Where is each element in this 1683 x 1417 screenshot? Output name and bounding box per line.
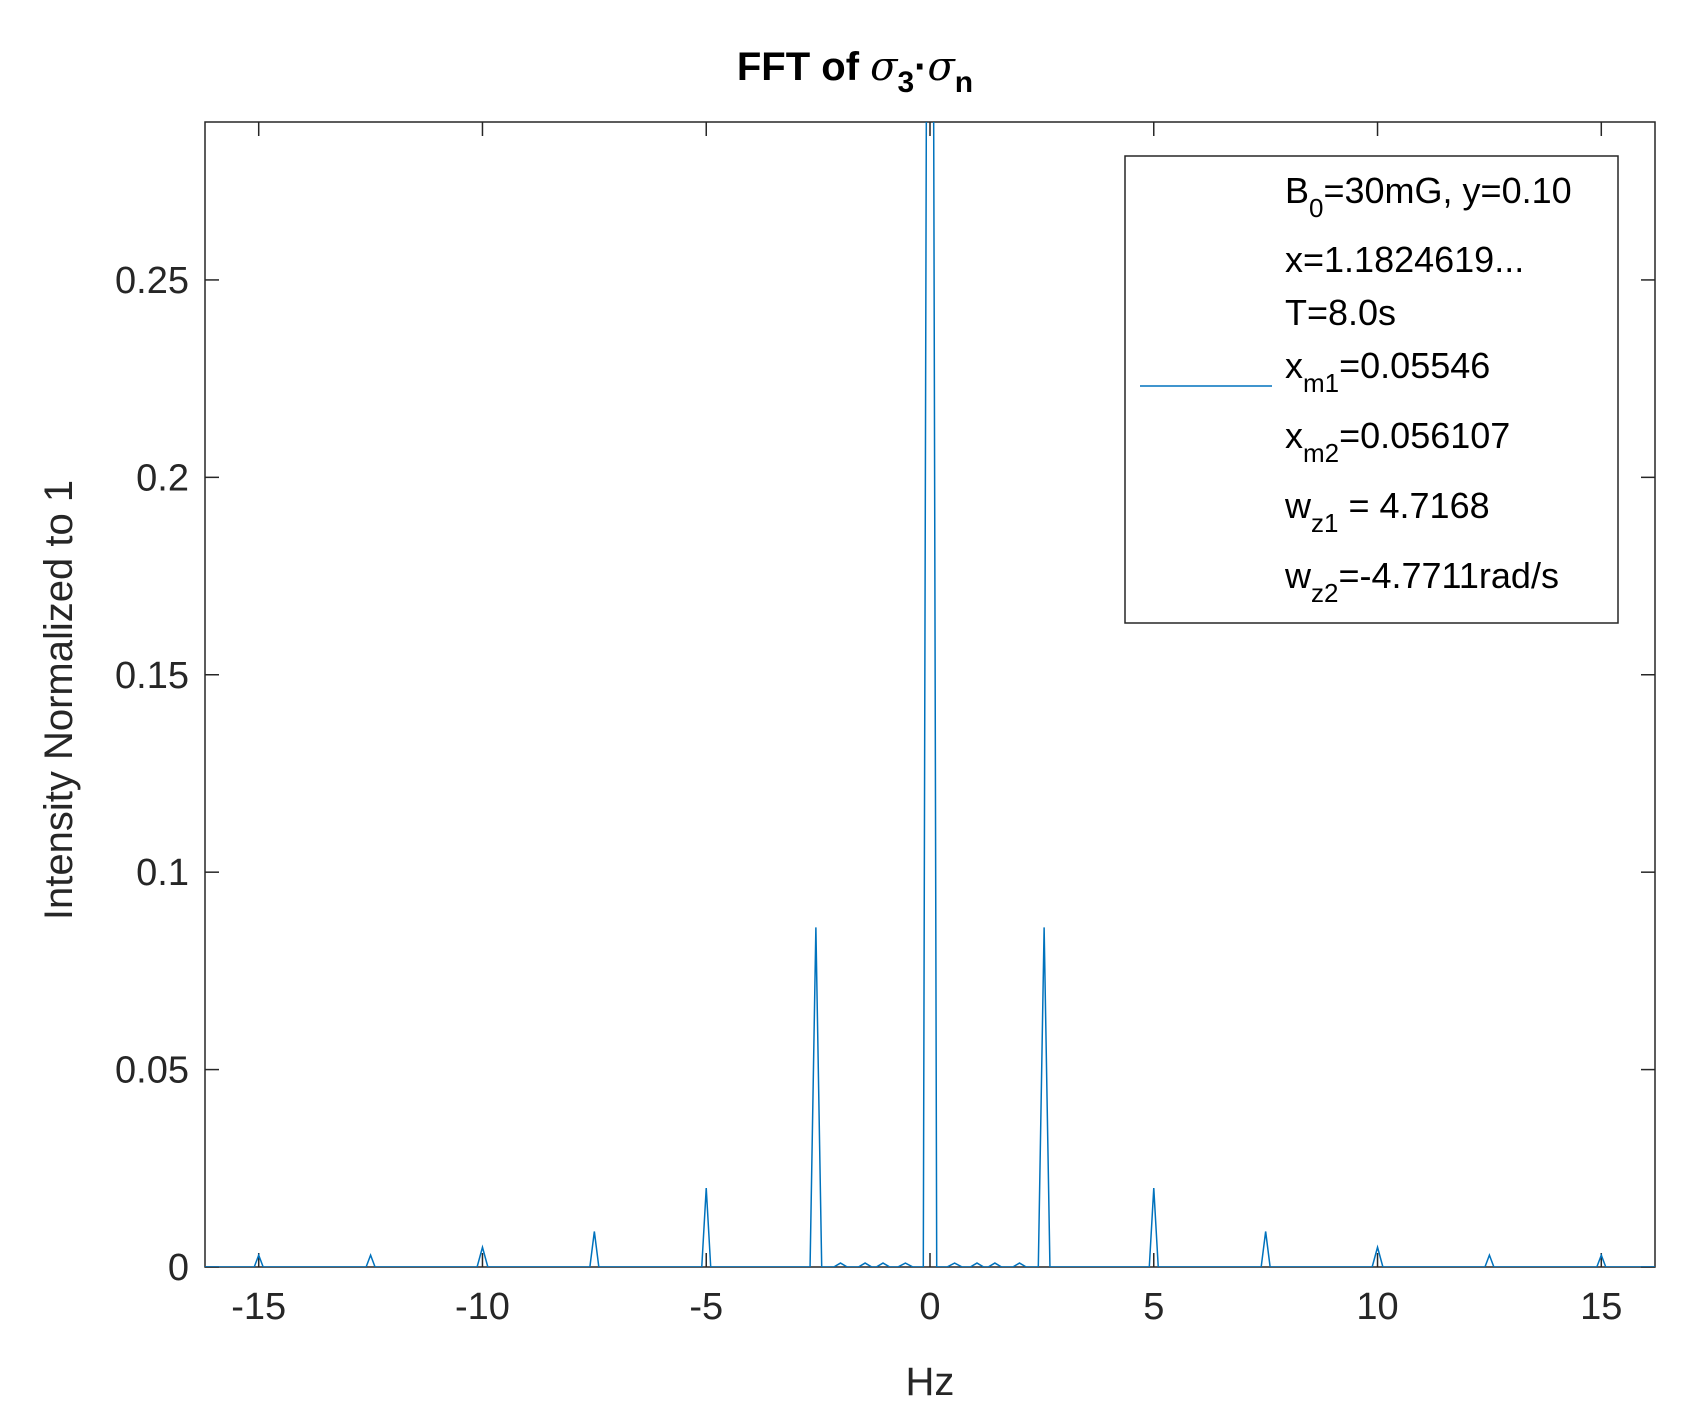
legend-entry: T=8.0s: [1285, 292, 1396, 333]
y-axis-label: Intensity Normalized to 1: [37, 480, 81, 920]
y-tick-label: 0.15: [115, 655, 189, 697]
x-tick-label: -15: [231, 1286, 286, 1328]
chart-title: FFT of σ3·σn: [737, 44, 973, 99]
x-axis-label: Hz: [906, 1360, 955, 1404]
x-tick-label: 10: [1356, 1286, 1398, 1328]
x-tick-label: 15: [1580, 1286, 1622, 1328]
legend-entry: wz2=-4.7711rad/s: [1284, 555, 1559, 608]
x-tick-label: -5: [689, 1286, 723, 1328]
legend-box: [1124, 155, 1619, 624]
x-tick-label: -10: [455, 1286, 510, 1328]
x-tick-label: 5: [1143, 1286, 1164, 1328]
legend-entry: B0=30mG, y=0.10: [1285, 170, 1572, 223]
x-axis: -15 -10 -5 0 5 10 15: [231, 122, 1622, 1328]
legend-entry: wz1 = 4.7168: [1284, 485, 1490, 538]
y-tick-label: 0.25: [115, 260, 189, 302]
legend-entry: xm2=0.056107: [1285, 415, 1510, 468]
y-tick-label: 0: [168, 1247, 189, 1289]
legend-entry: xm1=0.05546: [1285, 345, 1490, 398]
legend-entry: x=1.1824619...: [1285, 239, 1524, 280]
legend: B0=30mG, y=0.10 x=1.1824619... T=8.0s xm1=0…: [1124, 155, 1619, 624]
x-tick-label: 0: [919, 1286, 940, 1328]
series-line: [205, 122, 1655, 1267]
y-tick-label: 0.05: [115, 1050, 189, 1092]
y-axis: 0 0.05 0.1 0.15 0.2 0.25: [115, 260, 1655, 1289]
plot-area: -15 -10 -5 0 5 10 15 0 0.05 0.1 0.15 0.2 0.25: [115, 121, 1656, 1328]
y-tick-label: 0.1: [136, 852, 189, 894]
y-tick-label: 0.2: [136, 457, 189, 499]
